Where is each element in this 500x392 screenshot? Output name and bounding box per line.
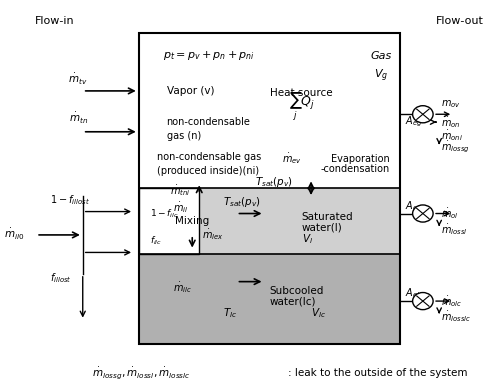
Text: Vapor (v): Vapor (v): [166, 86, 214, 96]
Text: $T_{sat}(p_v)$: $T_{sat}(p_v)$: [255, 175, 293, 189]
Text: Flow-out: Flow-out: [436, 16, 484, 26]
Text: water(lc): water(lc): [269, 297, 316, 307]
Text: Flow-in: Flow-in: [35, 16, 74, 26]
Text: $\dot{m}_{ev}$: $\dot{m}_{ev}$: [282, 152, 302, 167]
Text: water(l): water(l): [302, 223, 343, 233]
Text: $A_{elc}$: $A_{elc}$: [405, 287, 424, 300]
Text: $\dot{m}_{il0}$: $\dot{m}_{il0}$: [4, 227, 24, 242]
Text: Saturated: Saturated: [302, 212, 354, 222]
Text: $\dot{m}_{lossl}$: $\dot{m}_{lossl}$: [442, 221, 468, 236]
Bar: [138, 188, 199, 254]
Text: $\dot{m}_{tv}$: $\dot{m}_{tv}$: [68, 72, 88, 87]
Text: non-condensable: non-condensable: [166, 117, 250, 127]
Text: $\dot{m}_{oni}$: $\dot{m}_{oni}$: [442, 128, 464, 143]
Text: $V_{lc}$: $V_{lc}$: [311, 307, 326, 320]
Circle shape: [412, 106, 433, 123]
Text: -condensation: -condensation: [321, 164, 390, 174]
Text: $\dot{m}_{lex}$: $\dot{m}_{lex}$: [202, 227, 224, 242]
Text: $A_{el}$: $A_{el}$: [405, 199, 420, 212]
Text: $A_{eg}$: $A_{eg}$: [405, 115, 422, 129]
Text: $T_{sat}(p_v)$: $T_{sat}(p_v)$: [222, 195, 260, 209]
Text: $\dot{m}_{lossg}$: $\dot{m}_{lossg}$: [442, 140, 470, 155]
Text: Evaporation: Evaporation: [332, 154, 390, 164]
Text: : leak to the outside of the system: : leak to the outside of the system: [288, 368, 467, 378]
Text: non-condensable gas: non-condensable gas: [158, 152, 262, 162]
Text: $\dot{m}_{losslc}$: $\dot{m}_{losslc}$: [442, 309, 472, 324]
Bar: [138, 254, 400, 344]
Text: $\dot{m}_{ol}$: $\dot{m}_{ol}$: [442, 206, 459, 221]
Text: Gas: Gas: [370, 51, 392, 61]
Text: $\sum_{j} Q_j$: $\sum_{j} Q_j$: [289, 91, 314, 123]
Circle shape: [412, 292, 433, 310]
Text: $1-f_{ilc}$: $1-f_{ilc}$: [150, 207, 179, 220]
Bar: [138, 33, 400, 344]
Text: $f_{ilc}$: $f_{ilc}$: [150, 234, 162, 247]
Text: Heat source: Heat source: [270, 88, 333, 98]
Text: Mixing: Mixing: [175, 216, 210, 226]
Text: $V_g$: $V_g$: [374, 67, 388, 83]
Text: Subcooled: Subcooled: [269, 287, 324, 296]
Text: $\dot{m}_{olc}$: $\dot{m}_{olc}$: [442, 294, 463, 309]
Bar: [138, 33, 400, 188]
Text: $T_{lc}$: $T_{lc}$: [222, 307, 237, 320]
Text: (produced inside)(ni): (produced inside)(ni): [158, 166, 260, 176]
Bar: [138, 188, 400, 254]
Text: $m_{ov}$: $m_{ov}$: [442, 99, 461, 111]
Text: gas (n): gas (n): [166, 131, 201, 141]
Text: $\dot{m}_{tni}$: $\dot{m}_{tni}$: [170, 183, 191, 198]
Text: $p_t = p_v + p_n + p_{ni}$: $p_t = p_v + p_n + p_{ni}$: [162, 49, 254, 62]
Text: $\dot{m}_{lossg}, \dot{m}_{lossl}, \dot{m}_{losslc}$: $\dot{m}_{lossg}, \dot{m}_{lossl}, \dot{…: [92, 365, 190, 381]
Text: $\dot{m}_{ilc}$: $\dot{m}_{ilc}$: [174, 280, 193, 295]
Text: $\dot{m}_{il}$: $\dot{m}_{il}$: [173, 200, 188, 215]
Text: $V_l$: $V_l$: [302, 233, 313, 247]
Text: $\dot{m}_{tn}$: $\dot{m}_{tn}$: [68, 111, 87, 126]
Text: $\dot{m}_{on}$: $\dot{m}_{on}$: [442, 114, 461, 129]
Circle shape: [412, 205, 433, 222]
Text: $f_{illost}$: $f_{illost}$: [50, 271, 72, 285]
Text: $1-f_{illost}$: $1-f_{illost}$: [50, 193, 90, 207]
